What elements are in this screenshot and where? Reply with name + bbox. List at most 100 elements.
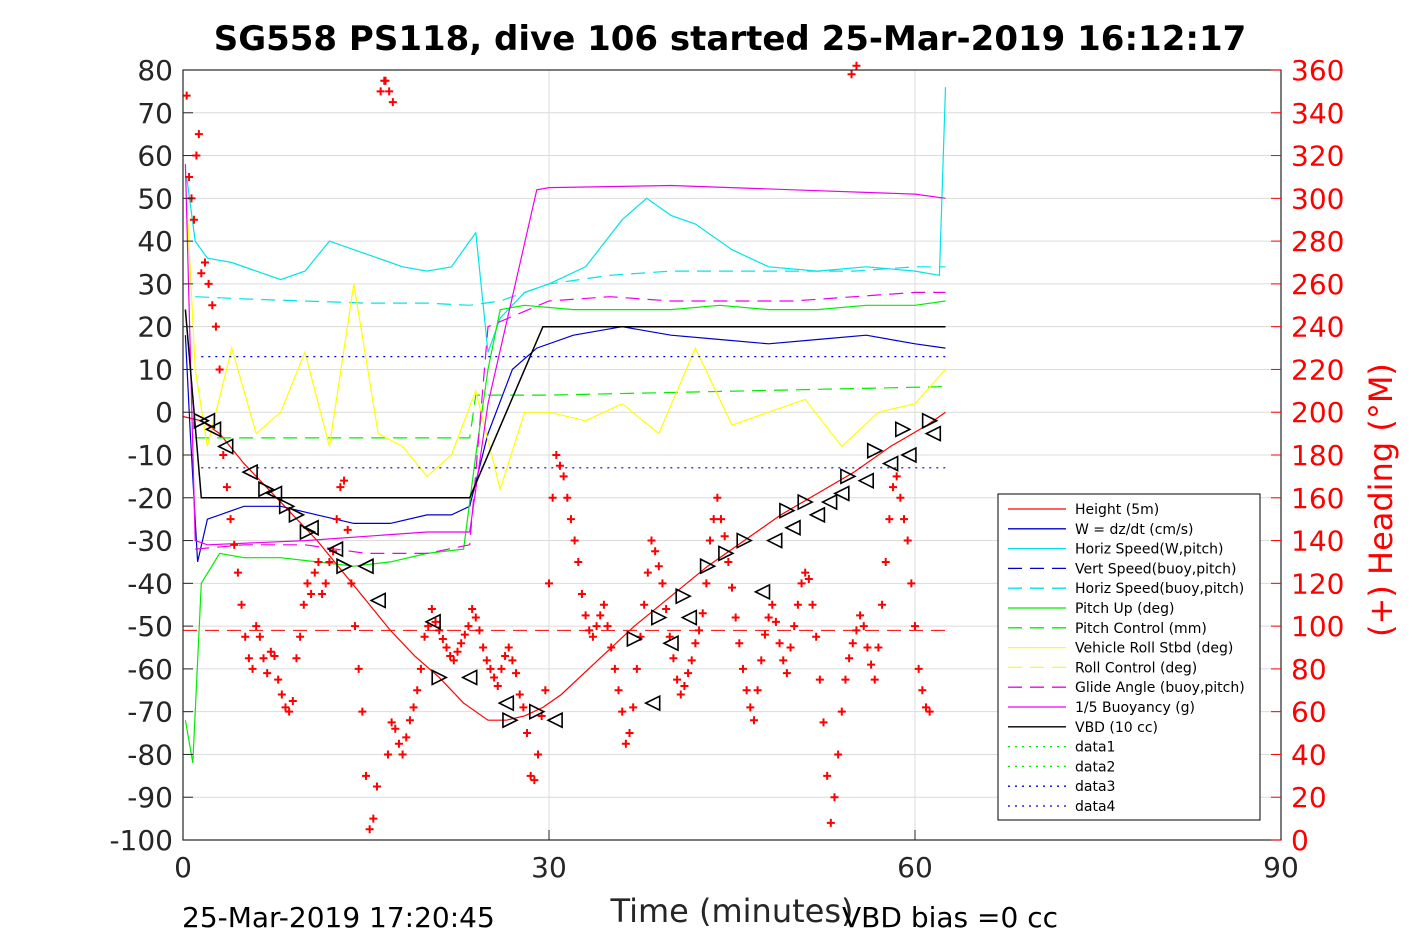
triangle-marker-left (369, 592, 386, 609)
heading-point (867, 660, 876, 669)
heading-point (468, 605, 477, 613)
heading-point (526, 771, 535, 780)
legend-label: data2 (1075, 759, 1115, 775)
heading-point (479, 643, 488, 652)
triangle-marker-right (718, 545, 735, 562)
heading-point (354, 664, 363, 673)
right-tick-label: 20 (1291, 781, 1327, 814)
heading-point (566, 515, 575, 524)
right-tick-label: 260 (1291, 268, 1344, 301)
heading-point (706, 536, 715, 545)
x-tick-label: 30 (531, 851, 567, 884)
heading-point (497, 664, 506, 673)
heading-point (823, 771, 832, 780)
heading-point (647, 536, 656, 545)
heading-point (219, 451, 228, 459)
triangle-marker-right (502, 711, 519, 729)
right-tick-label: 80 (1291, 653, 1327, 686)
legend-label: W = dz/dt (cm/s) (1075, 522, 1194, 538)
right-tick-label: 140 (1291, 525, 1344, 558)
heading-point (793, 600, 802, 609)
heading-point (724, 557, 733, 566)
heading-point (925, 707, 934, 716)
triangle-marker-right (278, 498, 296, 515)
triangle-marker-right (921, 412, 939, 430)
legend-label: Pitch Up (deg) (1075, 601, 1174, 617)
heading-point (921, 703, 930, 712)
heading-point (742, 686, 751, 695)
heading-point (365, 825, 374, 834)
heading-point (314, 557, 323, 566)
left-tick-label: -80 (127, 738, 173, 771)
heading-point (490, 673, 499, 682)
heading-point (255, 632, 264, 641)
heading-point (577, 590, 586, 599)
right-tick-label: 160 (1291, 482, 1344, 515)
heading-point (431, 617, 440, 626)
left-tick-label: 10 (137, 353, 173, 386)
left-tick-label: -10 (127, 439, 173, 472)
heading-point (599, 600, 608, 609)
heading-point (914, 664, 923, 673)
legend: Height (5m) W = dz/dt (cm/s) Horiz Speed(W… (997, 493, 1261, 821)
left-tick-label: -70 (127, 696, 173, 729)
heading-point (614, 686, 623, 695)
heading-point (512, 669, 521, 678)
heading-point (812, 632, 821, 641)
heading-point (204, 279, 213, 288)
heading-point (318, 590, 327, 599)
x-tick-label: 90 (1263, 851, 1299, 884)
heading-point (826, 818, 835, 827)
heading-point (457, 639, 466, 648)
heading-point (603, 622, 612, 631)
heading-point (680, 682, 689, 690)
heading-point (847, 70, 856, 79)
left-tick-label: 80 (137, 54, 173, 87)
heading-point (508, 656, 517, 665)
heading-point (362, 771, 370, 780)
series-line-5 (184, 300, 946, 764)
heading-point (460, 630, 469, 639)
heading-point (281, 703, 290, 712)
legend-label: Horiz Speed(W,pitch) (1075, 542, 1223, 558)
heading-point (381, 76, 390, 85)
heading-point (442, 643, 451, 652)
heading-point (541, 686, 550, 695)
heading-point (307, 590, 316, 599)
heading-point (413, 686, 422, 695)
heading-point (698, 609, 707, 618)
triangle-marker-left (753, 583, 771, 601)
triangle-marker-left (808, 506, 826, 524)
heading-point (292, 654, 301, 663)
triangle-marker-left (546, 711, 563, 729)
heading-point (728, 583, 736, 592)
triangle-marker-left (820, 493, 838, 511)
heading-point (764, 613, 773, 622)
heading-point (837, 707, 846, 716)
heading-point (618, 707, 627, 716)
right-tick-label: 280 (1291, 225, 1344, 258)
heading-point (643, 568, 652, 577)
right-tick-label: 240 (1291, 311, 1344, 344)
triangle-marker-right (895, 421, 912, 438)
series-line-9 (195, 291, 946, 555)
heading-point (911, 622, 919, 631)
heading-point (841, 675, 850, 684)
triangle-marker-left (216, 438, 234, 455)
heading-point (629, 703, 638, 712)
heading-point (852, 61, 861, 70)
heading-point (347, 579, 356, 588)
heading-point (197, 269, 206, 278)
heading-point (607, 643, 616, 652)
heading-point (588, 632, 597, 641)
heading-point (797, 579, 806, 588)
heading-point (464, 622, 473, 631)
heading-point (738, 664, 747, 673)
heading-point (192, 151, 201, 160)
heading-point (343, 525, 352, 534)
heading-point (189, 215, 198, 224)
heading-point (358, 707, 367, 716)
legend-label: data1 (1075, 740, 1115, 756)
triangle-marker-right (258, 480, 275, 498)
triangle-marker-right (336, 557, 353, 575)
